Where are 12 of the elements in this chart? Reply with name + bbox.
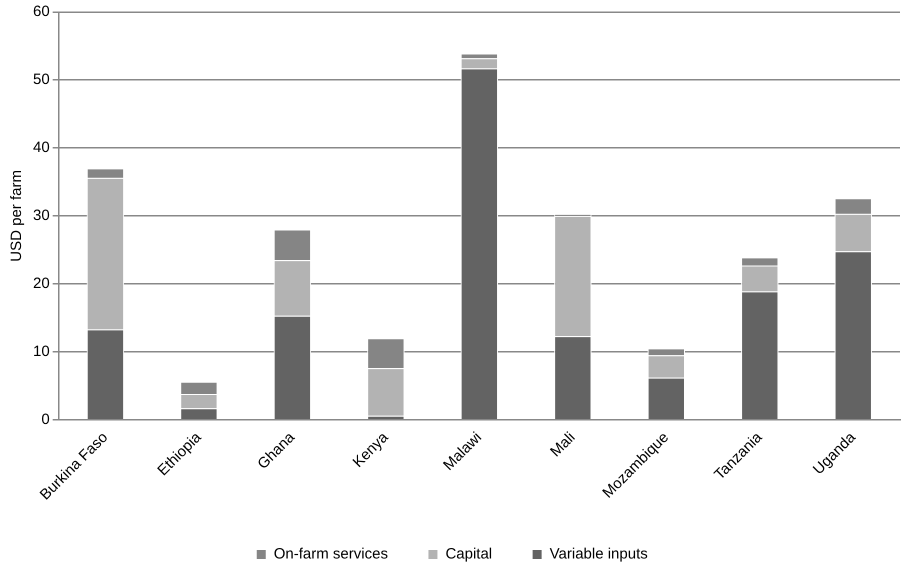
y-tick-label: 20 <box>32 274 50 292</box>
y-tick-label: 30 <box>32 207 50 224</box>
legend-label: Capital <box>445 546 492 563</box>
x-tick-label: Mali <box>547 428 579 460</box>
legend-label: Variable inputs <box>550 546 648 563</box>
legend-label: On-farm services <box>274 546 388 563</box>
y-tick-label: 50 <box>32 71 50 88</box>
y-tick-label: 0 <box>41 410 50 428</box>
y-tick-label: 10 <box>32 342 50 360</box>
y-tick-label: 60 <box>32 3 50 20</box>
y-axis-title: USD per farm <box>8 170 26 262</box>
y-tick-label: 40 <box>32 139 50 156</box>
